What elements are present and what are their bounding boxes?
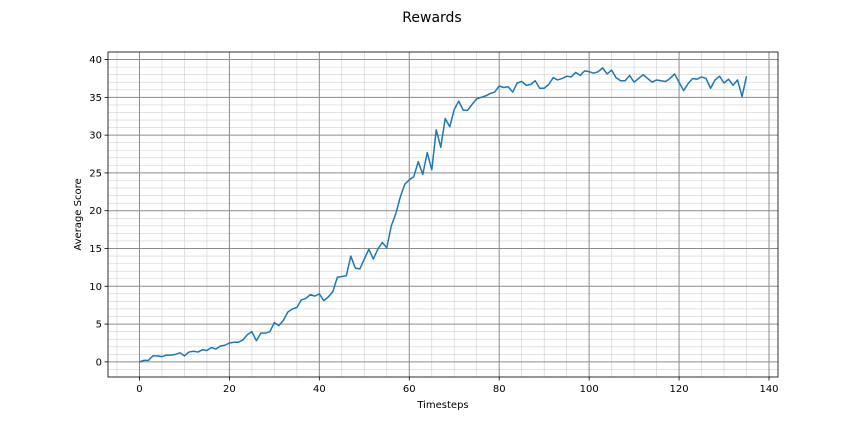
chart-title: Rewards — [402, 10, 461, 26]
x-tick-label: 0 — [136, 384, 142, 395]
x-tick-label: 80 — [493, 384, 506, 395]
x-tick-label: 60 — [403, 384, 416, 395]
x-tick-label: 20 — [223, 384, 236, 395]
reward-series-line — [139, 67, 748, 363]
x-tick-label: 100 — [580, 384, 599, 395]
y-tick-label: 10 — [89, 282, 102, 293]
y-tick-label: 5 — [96, 320, 102, 331]
axis-ticks: 0 20 40 60 80 100 120 140 0 5 10 15 20 25 30 35 40 — [89, 55, 778, 395]
y-tick-label: 25 — [89, 168, 102, 179]
x-axis-label: Timesteps — [416, 400, 468, 411]
y-tick-label: 40 — [89, 55, 102, 66]
y-tick-label: 20 — [89, 206, 102, 217]
x-tick-label: 120 — [670, 384, 689, 395]
series-layer — [139, 67, 748, 363]
x-tick-label: 40 — [313, 384, 326, 395]
y-tick-label: 35 — [89, 93, 102, 104]
y-tick-label: 15 — [89, 244, 102, 255]
x-tick-label: 140 — [759, 384, 778, 395]
y-axis-label: Average Score — [73, 178, 84, 250]
plot-frame — [107, 51, 779, 378]
grid — [108, 51, 778, 378]
y-tick-label: 30 — [89, 131, 102, 142]
y-tick-label: 0 — [96, 357, 102, 368]
